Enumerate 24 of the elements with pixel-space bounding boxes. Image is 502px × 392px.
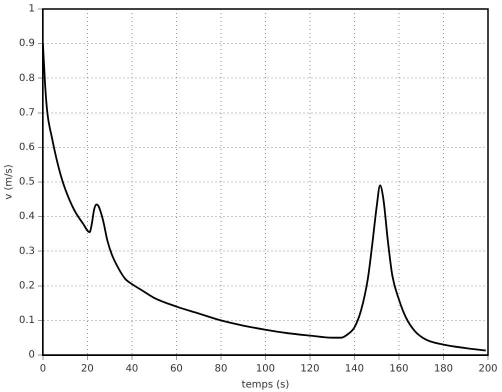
x-axis-title: temps (s) (242, 380, 290, 391)
x-tick-label: 180 (434, 364, 454, 375)
y-tick-label: 0.2 (18, 280, 35, 292)
y-tick-label: 1 (28, 4, 35, 15)
x-tick-label: 200 (478, 364, 498, 375)
x-tick-label: 160 (389, 364, 409, 375)
y-tick-label: 0.7 (18, 107, 35, 118)
x-tick-label: 140 (344, 364, 364, 375)
y-tick-label: 0.9 (18, 38, 35, 50)
x-tick-label: 0 (40, 364, 46, 375)
y-tick-label: 0.8 (18, 72, 35, 84)
y-tick-label: 0.3 (18, 246, 35, 257)
y-tick-label: 0.4 (18, 211, 35, 222)
x-tick-label: 80 (214, 364, 228, 375)
y-tick-label: 0.5 (18, 176, 35, 188)
y-axis-title: v (m/s) (4, 164, 15, 200)
y-tick-label: 0.1 (18, 314, 35, 326)
x-tick-label: 120 (300, 364, 320, 375)
x-tick-label: 40 (126, 364, 138, 375)
y-tick-label: 0 (28, 350, 35, 361)
x-tick-label: 100 (256, 364, 275, 375)
y-tick-label: 0.6 (18, 142, 35, 153)
x-tick-label: 20 (81, 364, 94, 375)
x-tick-label: 60 (170, 364, 183, 375)
